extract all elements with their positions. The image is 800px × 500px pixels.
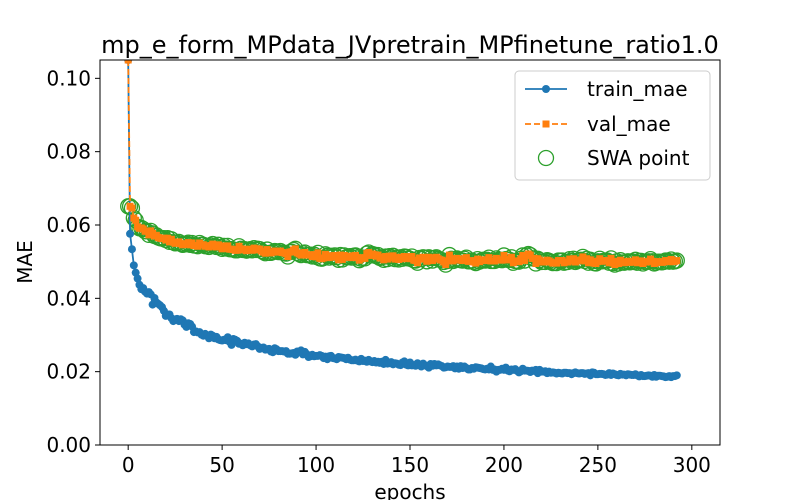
- y-tick-label: 0.06: [46, 213, 91, 237]
- val-mae-marker: [673, 257, 681, 265]
- val-mae-marker: [145, 231, 153, 239]
- val-mae-marker: [284, 253, 292, 261]
- val-mae-marker: [314, 249, 322, 257]
- y-tick-label: 0.10: [46, 66, 91, 90]
- legend-box: [514, 70, 711, 181]
- val-mae-marker: [291, 245, 299, 253]
- val-mae-marker: [442, 261, 450, 269]
- val-mae-marker: [607, 254, 615, 262]
- legend: train_mae val_mae SWA point: [514, 70, 711, 181]
- val-mae-marker: [445, 251, 453, 259]
- y-tick-label: 0.02: [46, 360, 91, 384]
- x-tick-label: 150: [391, 453, 429, 477]
- y-tick-label: 0.00: [46, 433, 91, 457]
- val-mae-marker: [500, 251, 508, 259]
- x-tick-label: 50: [209, 453, 234, 477]
- legend-label: val_mae: [587, 112, 671, 136]
- val-mae-marker: [507, 253, 515, 261]
- legend-label: train_mae: [587, 77, 688, 101]
- x-tick-label: 300: [673, 453, 711, 477]
- train-mae-marker: [129, 261, 138, 270]
- val-mae-marker: [408, 253, 416, 261]
- chart-title: mp_e_form_MPdata_JVpretrain_MPfinetune_r…: [101, 31, 719, 59]
- x-axis-label: epochs: [374, 480, 445, 500]
- legend-val-mae-marker: [542, 120, 550, 128]
- val-mae-marker: [312, 253, 320, 261]
- plot-marks: [120, 60, 685, 382]
- y-tick-label: 0.04: [46, 286, 91, 310]
- val-mae-marker: [361, 254, 369, 262]
- val-mae-marker: [521, 257, 529, 265]
- x-tick-label: 250: [579, 453, 617, 477]
- val-mae-marker: [414, 259, 422, 267]
- val-mae-marker: [132, 216, 140, 224]
- val-mae-marker: [338, 255, 346, 263]
- legend-train-mae-marker: [542, 85, 550, 93]
- legend-label: SWA point: [587, 146, 690, 170]
- val-mae-marker: [233, 246, 241, 254]
- val-mae-marker: [128, 204, 136, 212]
- val-mae-marker: [335, 256, 343, 264]
- val-mae-marker: [605, 259, 613, 267]
- val-mae-marker: [444, 257, 452, 265]
- val-mae-marker: [472, 259, 480, 267]
- x-tick-label: 200: [485, 453, 523, 477]
- y-axis-label: MAE: [13, 240, 37, 284]
- axes: 0 50 100 150 200 250 300 0.00 0.02 0.04 0.06 0.08 0.…: [46, 59, 721, 477]
- val-mae-marker: [462, 254, 470, 262]
- val-mae-marker: [336, 251, 344, 259]
- legend-swa-point-marker: [537, 149, 555, 167]
- train-mae-marker: [133, 274, 142, 283]
- val-mae-marker: [124, 60, 132, 64]
- x-tick-label: 0: [122, 453, 135, 477]
- val-mae-marker: [579, 253, 587, 261]
- train-mae-marker: [126, 229, 135, 238]
- val-mae-marker: [519, 251, 527, 259]
- val-mae-marker: [423, 257, 431, 265]
- train-mae-marker: [127, 245, 136, 254]
- val-mae-marker: [583, 255, 591, 263]
- x-tick-label: 100: [297, 453, 335, 477]
- val-mae-marker: [532, 260, 540, 267]
- val-mae-marker: [530, 254, 538, 262]
- val-mae-marker: [164, 234, 172, 242]
- val-mae-marker: [261, 249, 269, 257]
- val-mae-marker: [143, 227, 151, 235]
- val-mae-marker: [498, 256, 506, 264]
- y-tick-label: 0.08: [46, 140, 91, 164]
- val-mae-marker: [320, 254, 328, 262]
- val-mae-marker: [421, 254, 429, 262]
- train-mae-marker: [672, 371, 681, 380]
